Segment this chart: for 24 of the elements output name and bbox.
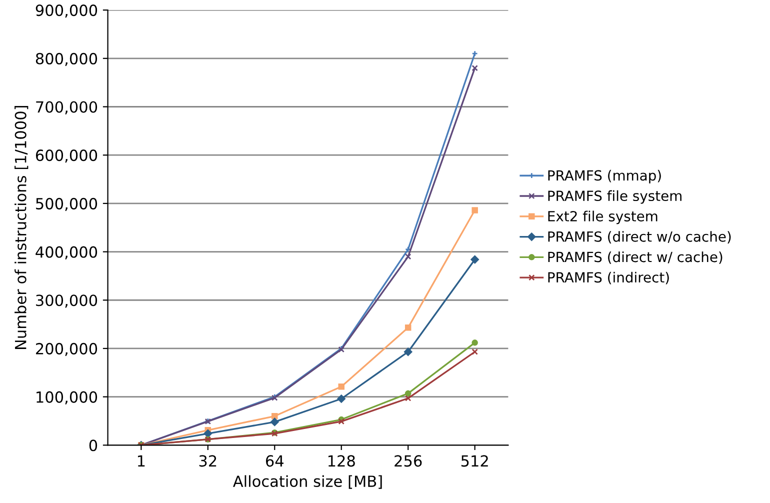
x-axis-title: Allocation size [MB] xyxy=(233,475,382,489)
y-tick-label: 400,000 xyxy=(36,246,98,260)
legend-label: PRAMFS (mmap) xyxy=(548,170,661,184)
y-tick-label: 800,000 xyxy=(36,52,98,66)
y-tick-label: 0 xyxy=(89,440,98,452)
y-tick-label: 700,000 xyxy=(36,101,98,114)
legend-label: PRAMFS (direct w/o cache) xyxy=(548,231,731,244)
legend-label: PRAMFS (direct w/ cache) xyxy=(548,251,722,264)
x-tick-label: 128 xyxy=(328,455,355,467)
y-tick-label: 300,000 xyxy=(36,294,98,308)
y-axis-title: Number of instructions [1/1000] xyxy=(14,106,28,350)
x-tick-label: 256 xyxy=(394,455,422,467)
legend-label: PRAMFS (indirect) xyxy=(548,272,669,284)
x-tick-label: 64 xyxy=(266,455,284,467)
y-tick-label: 200,000 xyxy=(36,342,98,356)
y-tick-label: 900,000 xyxy=(36,4,98,18)
x-tick-label: 1 xyxy=(138,455,145,466)
legend-label: PRAMFS file system xyxy=(548,190,682,204)
y-tick-label: 500,000 xyxy=(36,198,98,212)
y-tick-label: 600,000 xyxy=(36,150,98,163)
x-tick-label: 512 xyxy=(461,455,488,467)
y-tick-label: 100,000 xyxy=(36,391,98,404)
legend-label: Ext2 file system xyxy=(548,210,658,224)
x-tick-label: 32 xyxy=(199,455,216,467)
